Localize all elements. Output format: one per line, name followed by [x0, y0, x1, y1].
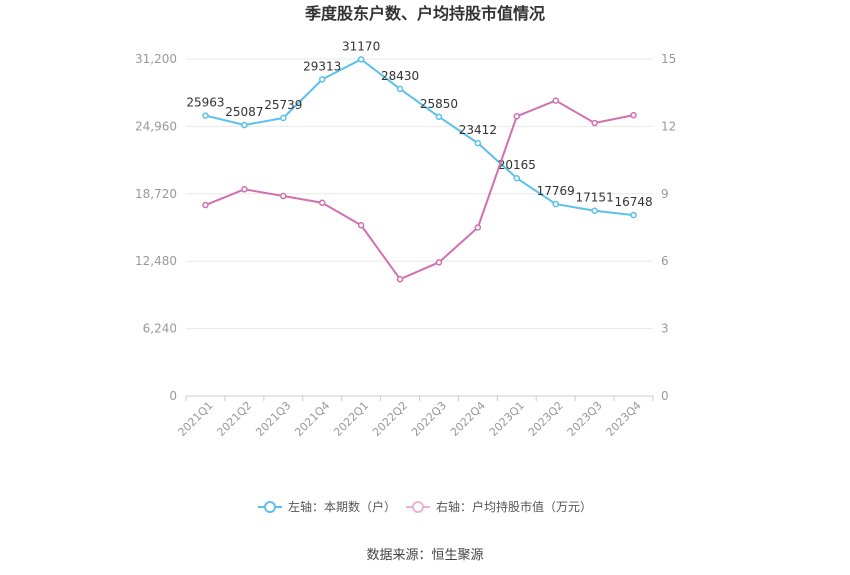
data-label: 16748	[614, 195, 652, 209]
data-point[interactable]	[202, 112, 209, 119]
right-y-axis: 0 3 6 9 12 15	[661, 52, 676, 403]
data-label: 23412	[459, 123, 497, 137]
right-tick-label: 6	[661, 254, 669, 268]
x-tick-label: 2022Q4	[448, 399, 488, 439]
x-tick-label: 2021Q4	[292, 399, 332, 439]
series-avg-value	[202, 97, 637, 283]
data-point[interactable]	[357, 222, 365, 229]
gridlines	[186, 58, 653, 330]
legend-marker-households	[264, 501, 276, 513]
data-label: 25739	[264, 98, 302, 112]
x-tick-label: 2023Q1	[487, 399, 527, 439]
data-label: 31170	[342, 39, 380, 53]
right-tick-label: 3	[661, 322, 669, 336]
data-point[interactable]	[591, 207, 598, 214]
data-label: 17769	[537, 184, 575, 198]
legend-item-households[interactable]: 左轴：本期数（户）	[258, 499, 396, 514]
data-point[interactable]	[280, 114, 287, 122]
x-tick-label: 2021Q1	[176, 399, 216, 439]
data-point[interactable]	[202, 201, 209, 209]
series-line	[205, 99, 634, 281]
legend-label-avg-value: 右轴：户均持股市值（万元）	[436, 499, 592, 514]
right-tick-label: 9	[661, 187, 669, 201]
series-line	[205, 58, 634, 217]
left-tick-label: 6,240	[143, 322, 177, 336]
data-point[interactable]	[552, 200, 559, 208]
legend-label-households: 左轴：本期数（户）	[288, 499, 396, 514]
data-point[interactable]	[513, 174, 521, 182]
data-label: 25963	[186, 96, 224, 110]
data-label: 29313	[303, 59, 341, 73]
data-point[interactable]	[241, 121, 248, 129]
data-point[interactable]	[396, 85, 404, 93]
left-tick-label: 18,720	[135, 187, 177, 201]
x-tick-label: 2021Q2	[214, 399, 254, 439]
left-tick-label: 31,200	[135, 52, 177, 66]
x-tick-label: 2022Q1	[331, 399, 371, 439]
x-tick-label: 2023Q4	[604, 399, 644, 439]
data-point[interactable]	[552, 97, 559, 104]
right-tick-label: 12	[661, 119, 676, 133]
data-point[interactable]	[435, 259, 443, 266]
data-label: 17151	[576, 191, 614, 205]
legend: 左轴：本期数（户） 右轴：户均持股市值（万元）	[258, 499, 592, 514]
data-label: 25850	[420, 97, 458, 111]
legend-item-avg-value[interactable]: 右轴：户均持股市值（万元）	[406, 499, 592, 514]
data-point[interactable]	[474, 224, 482, 231]
right-tick-label: 0	[661, 389, 669, 403]
data-point[interactable]	[241, 186, 248, 193]
x-tick-label: 2022Q3	[409, 399, 449, 439]
x-tick-label: 2021Q3	[253, 399, 293, 439]
data-point[interactable]	[630, 111, 637, 119]
data-label: 28430	[381, 69, 419, 83]
x-axis: 2021Q12021Q22021Q32021Q42022Q12022Q22022…	[176, 395, 654, 439]
left-tick-label: 24,960	[135, 119, 177, 133]
x-tick-label: 2023Q2	[526, 399, 566, 439]
data-point[interactable]	[630, 211, 637, 219]
x-tick-label: 2022Q2	[370, 399, 410, 439]
right-tick-label: 15	[661, 52, 676, 66]
left-tick-label: 12,480	[135, 254, 177, 268]
source-note: 数据来源：恒生聚源	[366, 548, 483, 563]
data-point[interactable]	[396, 275, 404, 283]
legend-marker-avg-value	[412, 501, 424, 513]
chart-title: 季度股东户数、户均持股市值情况	[304, 4, 545, 23]
left-y-axis: 0 6,240 12,480 18,720 24,960 31,200	[135, 52, 177, 403]
data-point[interactable]	[591, 119, 598, 127]
data-point[interactable]	[513, 113, 521, 120]
data-point[interactable]	[318, 76, 326, 83]
data-point[interactable]	[435, 113, 443, 121]
data-point[interactable]	[474, 139, 482, 147]
left-tick-label: 0	[169, 389, 177, 403]
x-tick-label: 2023Q3	[565, 399, 605, 439]
data-point[interactable]	[318, 199, 326, 207]
data-label: 25087	[225, 105, 263, 119]
data-point[interactable]	[357, 56, 365, 63]
data-point[interactable]	[280, 192, 287, 200]
data-label: 20165	[498, 158, 536, 172]
